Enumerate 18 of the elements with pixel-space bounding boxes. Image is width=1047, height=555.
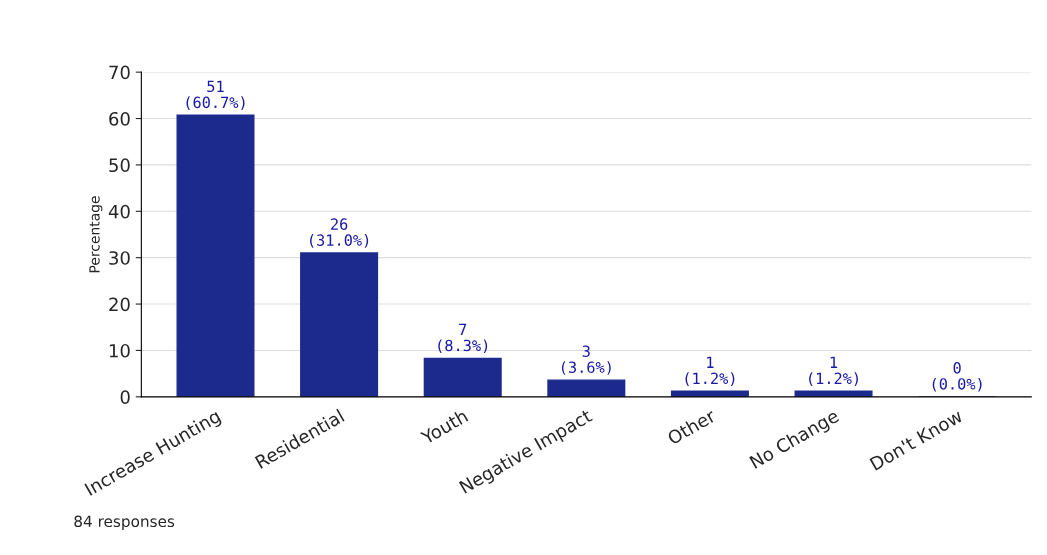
data-label: 0 (0.0%) <box>932 362 982 392</box>
y-axis-title: Percentage <box>89 196 103 273</box>
data-label: 1 (1.2%) <box>809 356 858 386</box>
data-label: 3 (3.6%) <box>561 345 611 375</box>
x-tick-label: Youth <box>419 408 469 445</box>
y-tick-label: 40 <box>108 204 130 219</box>
data-label: 26 (31.0%) <box>310 218 369 248</box>
y-tick-label: 30 <box>109 251 130 265</box>
text: 84 responses <box>74 515 175 531</box>
y-tick-label: 60 <box>109 111 130 126</box>
y-tick-label: 70 <box>109 65 130 80</box>
y-tick-label: 0 <box>120 390 130 404</box>
y-tick-label: 50 <box>109 158 130 173</box>
y-tick-label: 10 <box>109 343 130 358</box>
data-label: 1 (1.2%) <box>685 356 735 386</box>
y-tick-label: 20 <box>109 297 130 312</box>
data-label: 51 (60.7%) <box>186 80 245 110</box>
data-label: 7 (8.3%) <box>438 323 488 353</box>
